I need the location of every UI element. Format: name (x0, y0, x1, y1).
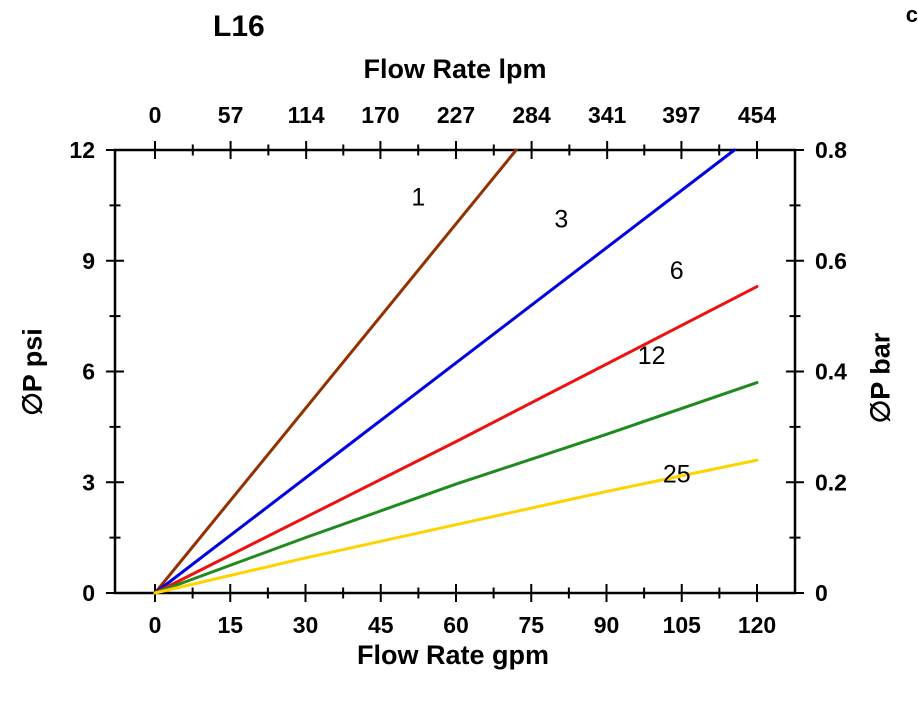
x-axis-tick-label: 120 (738, 612, 776, 638)
plot-border (113, 148, 797, 595)
y-right-tick-label: 0.8 (815, 137, 847, 163)
x-axis-tick-label: 105 (663, 612, 702, 638)
series-line-6 (153, 285, 759, 595)
y-left-tick-label: 3 (82, 469, 95, 495)
series-label-25: 25 (663, 460, 691, 488)
series-label-1: 1 (411, 183, 425, 211)
series-label-12: 12 (638, 342, 666, 370)
y-right-tick-label: 0.4 (815, 359, 847, 385)
x-axis-tick-label: 75 (518, 612, 544, 638)
series-label-6: 6 (670, 257, 684, 285)
corner-text: c (905, 2, 918, 27)
series-line-25 (153, 458, 759, 595)
series-line-3 (153, 148, 736, 595)
y-left-tick-label: 12 (69, 137, 95, 163)
top-axis-tick-label: 227 (437, 102, 475, 128)
x-axis-tick-label: 45 (368, 612, 394, 638)
top-axis-tick-label: 57 (218, 102, 244, 128)
y-left-tick-label: 6 (82, 359, 95, 385)
y-right-tick-label: 0.2 (815, 469, 847, 495)
x-axis-tick-label: 60 (443, 612, 469, 638)
chart-title: L16 (213, 10, 265, 43)
top-axis-tick-label: 0 (149, 102, 162, 128)
top-axis-tick-label: 284 (512, 102, 551, 128)
top-axis-tick-label: 397 (662, 102, 700, 128)
x-axis-tick-label: 30 (293, 612, 319, 638)
y-right-tick-label: 0.6 (815, 248, 847, 274)
x-axis-tick-label: 0 (149, 612, 162, 638)
y-right-tick-label: 0 (815, 580, 828, 606)
x-axis-tick-label: 15 (217, 612, 243, 638)
y-left-tick-label: 0 (82, 580, 95, 606)
top-axis-tick-label: 170 (361, 102, 399, 128)
top-axis-tick-label: 454 (738, 102, 777, 128)
series-line-12 (153, 381, 759, 595)
bottom-axis-label: Flow Rate gpm (356, 640, 549, 670)
series-line-1 (153, 148, 518, 595)
top-axis-tick-label: 341 (588, 102, 627, 128)
x-axis-tick-label: 90 (594, 612, 620, 638)
top-axis-label: Flow Rate lpm (363, 54, 547, 84)
y-left-tick-label: 9 (82, 248, 95, 274)
top-axis-tick-label: 114 (288, 102, 325, 128)
series-label-3: 3 (554, 206, 568, 234)
